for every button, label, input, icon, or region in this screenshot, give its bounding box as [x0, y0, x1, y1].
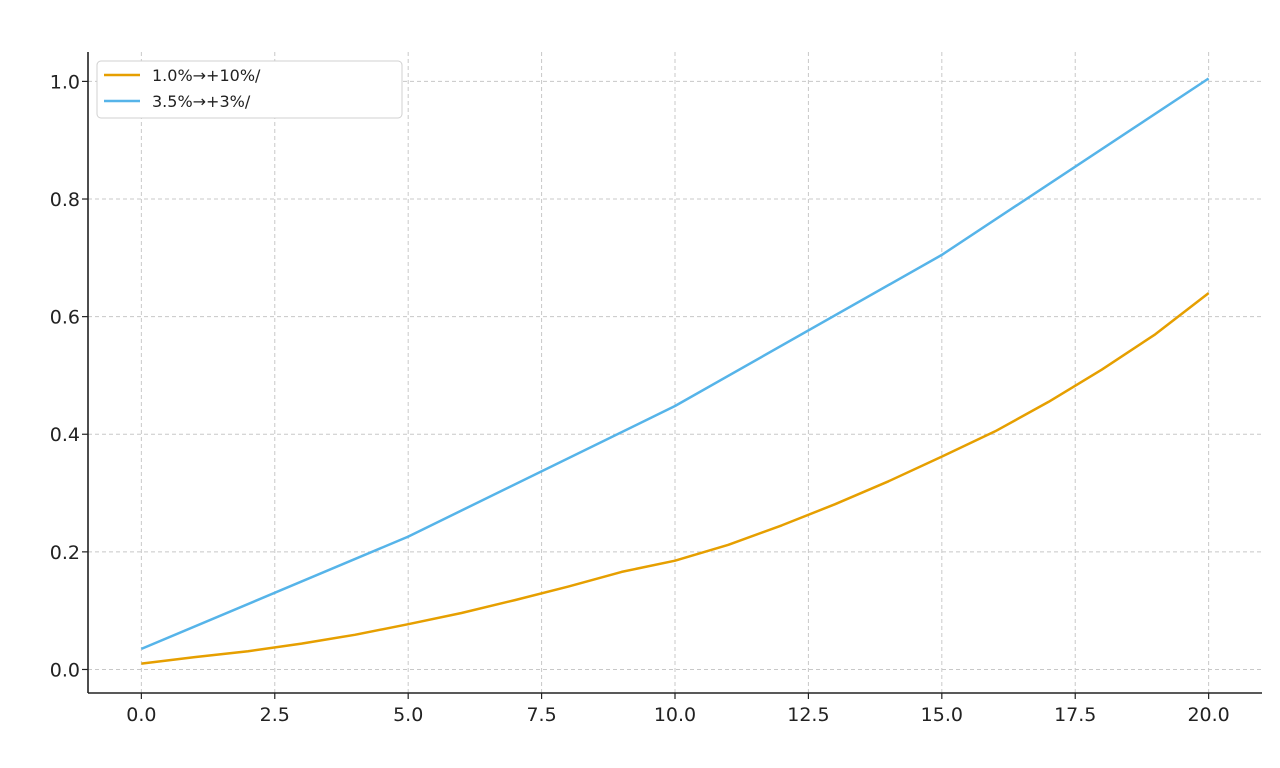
y-tick-label: 0.6 — [50, 307, 80, 329]
x-tick-label: 7.5 — [526, 704, 556, 726]
series-line-2 — [140, 77, 1210, 651]
y-tick-label: 0.0 — [50, 659, 80, 681]
x-tick-label: 2.5 — [260, 704, 290, 726]
x-tick-label: 17.5 — [1054, 704, 1096, 726]
y-tick-label: 0.8 — [50, 189, 80, 211]
series-line-1 — [141, 292, 1210, 665]
legend: 1.0%→+10%/ 3.5%→+3%/ — [96, 60, 403, 119]
legend-label-series-2: 3.5%→+3%/ — [152, 92, 251, 111]
x-tick-label: 15.0 — [921, 704, 963, 726]
legend-label-series-1: 1.0%→+10%/ — [152, 66, 261, 85]
tick-labels: 0.0 2.5 5.0 7.5 10.0 12.5 15.0 17.5 20.0 0.0 0.2 0.… — [50, 71, 1230, 726]
axes — [82, 52, 1262, 699]
x-tick-label: 10.0 — [654, 704, 696, 726]
y-tick-label: 0.2 — [50, 542, 80, 564]
x-tick-label: 0.0 — [126, 704, 156, 726]
x-tick-label: 12.5 — [787, 704, 829, 726]
series-layer — [140, 77, 1210, 665]
y-tick-label: 1.0 — [50, 71, 80, 93]
x-tick-label: 5.0 — [393, 704, 423, 726]
x-tick-label: 20.0 — [1187, 704, 1229, 726]
grid-layer — [88, 52, 1262, 693]
legend-box — [96, 60, 403, 119]
y-tick-label: 0.4 — [50, 424, 80, 446]
